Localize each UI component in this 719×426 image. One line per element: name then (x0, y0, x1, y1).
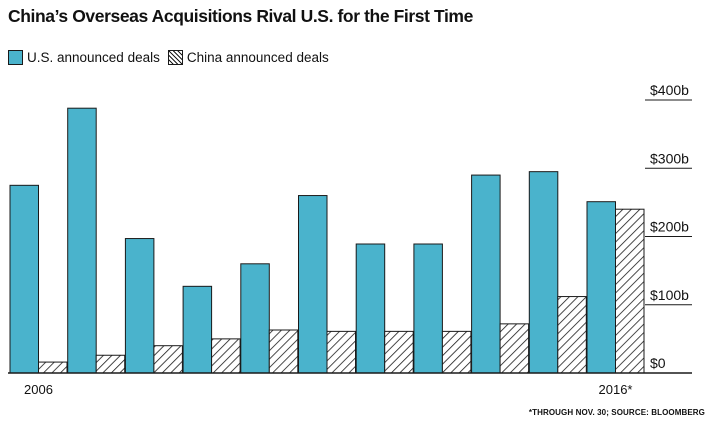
x-tick-label-2016: 2016* (599, 382, 633, 397)
source-footnote: *THROUGH NOV. 30; SOURCE: BLOOMBERG (528, 408, 705, 417)
y-tick-label-200: $200b (650, 219, 689, 235)
bar-us-2006 (9, 184, 39, 374)
bar-china-2006 (38, 361, 68, 374)
bar-us-2011 (298, 195, 328, 374)
bar-chart: $0 $100b $200b $300b $400b 2006 2016* (8, 82, 692, 397)
bar-china-2008 (153, 345, 183, 374)
bar-china-2009 (211, 338, 241, 374)
bar-us-2012 (355, 243, 386, 374)
y-axis: $0 $100b $200b $300b $400b (645, 82, 692, 371)
legend-label-us: U.S. announced deals (27, 50, 160, 65)
bars-group (9, 107, 645, 374)
y-tick-label-100: $100b (650, 287, 689, 303)
bar-china-2011 (326, 330, 356, 374)
legend-swatch-us (8, 50, 23, 65)
y-tick-label-300: $300b (650, 150, 689, 166)
bar-china-2015 (557, 296, 587, 374)
bar-us-2009 (182, 285, 213, 374)
legend-label-china: China announced deals (186, 50, 329, 65)
legend-item-us: U.S. announced deals (8, 50, 160, 65)
y-tick-label-400: $400b (650, 82, 689, 98)
bar-us-2016 (586, 201, 616, 374)
bar-us-2015 (528, 171, 559, 374)
chart-title: China’s Overseas Acquisitions Rival U.S.… (8, 6, 473, 26)
bar-us-2010 (240, 263, 270, 374)
bar-china-2010 (268, 329, 299, 374)
x-axis: 2006 2016* (8, 372, 692, 397)
bar-china-2014 (499, 323, 530, 374)
bar-us-2008 (124, 238, 155, 374)
legend-swatch-china (167, 50, 183, 65)
bar-china-2016 (615, 208, 645, 374)
bar-china-2013 (441, 330, 472, 374)
legend-item-china: China announced deals (167, 50, 329, 65)
y-tick-label-0: $0 (650, 355, 666, 371)
chart-legend: U.S. announced deals China announced dea… (8, 50, 337, 65)
bar-china-2007 (95, 354, 126, 374)
x-tick-label-2006: 2006 (24, 382, 53, 397)
bar-china-2012 (384, 330, 414, 374)
bar-us-2014 (471, 174, 501, 374)
bar-us-2013 (413, 243, 443, 374)
bar-us-2007 (67, 107, 97, 374)
